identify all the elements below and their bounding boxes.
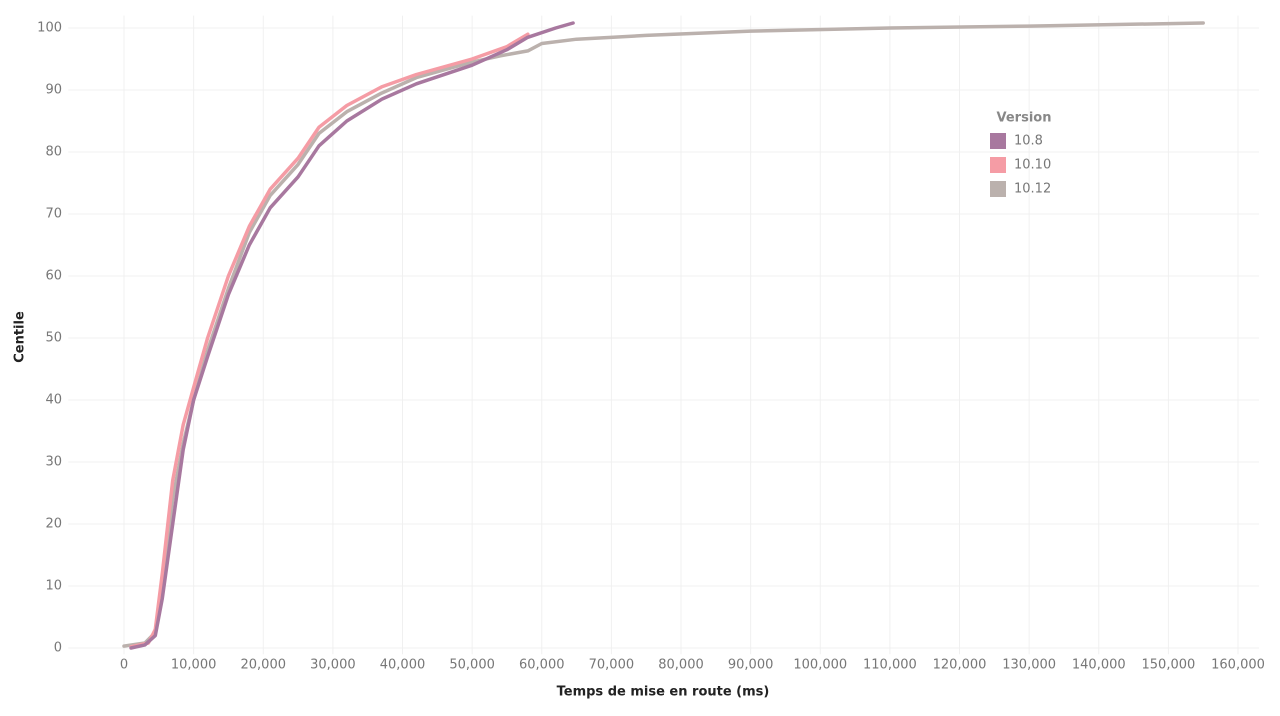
x-tick-label: 90,000 — [728, 658, 774, 673]
x-tick-label: 0 — [120, 658, 128, 673]
y-tick-label: 40 — [45, 393, 62, 408]
x-tick-label: 160,000 — [1211, 658, 1265, 673]
y-tick-label: 0 — [54, 641, 62, 656]
x-tick-label: 30,000 — [310, 658, 356, 673]
y-tick-label: 10 — [45, 579, 62, 594]
legend-label: 10.8 — [1014, 134, 1043, 149]
legend-swatch — [990, 133, 1006, 149]
y-tick-label: 50 — [45, 331, 62, 346]
legend-label: 10.12 — [1014, 182, 1051, 197]
x-tick-label: 140,000 — [1072, 658, 1126, 673]
grid — [68, 15, 1259, 655]
x-tick-label: 50,000 — [449, 658, 495, 673]
x-tick-label: 60,000 — [519, 658, 565, 673]
y-tick-label: 30 — [45, 455, 62, 470]
y-tick-label: 100 — [37, 21, 62, 36]
series-line — [122, 21, 1205, 648]
legend-swatch — [990, 181, 1006, 197]
x-axis-label: Temps de mise en route (ms) — [557, 685, 770, 700]
series-line — [129, 21, 575, 650]
x-tick-label: 10,000 — [171, 658, 217, 673]
x-tick-label: 80,000 — [658, 658, 704, 673]
x-tick-label: 20,000 — [241, 658, 287, 673]
x-tick-label: 40,000 — [380, 658, 426, 673]
x-tick-label: 70,000 — [589, 658, 635, 673]
y-tick-label: 80 — [45, 145, 62, 160]
x-tick-label: 110,000 — [863, 658, 917, 673]
legend-swatch — [990, 157, 1006, 173]
legend-label: 10.10 — [1014, 158, 1051, 173]
y-tick-label: 20 — [45, 517, 62, 532]
legend-title: Version — [997, 111, 1052, 126]
x-tick-label: 150,000 — [1142, 658, 1196, 673]
y-axis-label: Centile — [13, 311, 28, 363]
x-tick-label: 120,000 — [933, 658, 987, 673]
x-tick-label: 130,000 — [1002, 658, 1056, 673]
y-tick-label: 60 — [45, 269, 62, 284]
y-tick-label: 90 — [45, 83, 62, 98]
x-tick-label: 100,000 — [793, 658, 847, 673]
series-line — [129, 32, 530, 649]
y-tick-label: 70 — [45, 207, 62, 222]
